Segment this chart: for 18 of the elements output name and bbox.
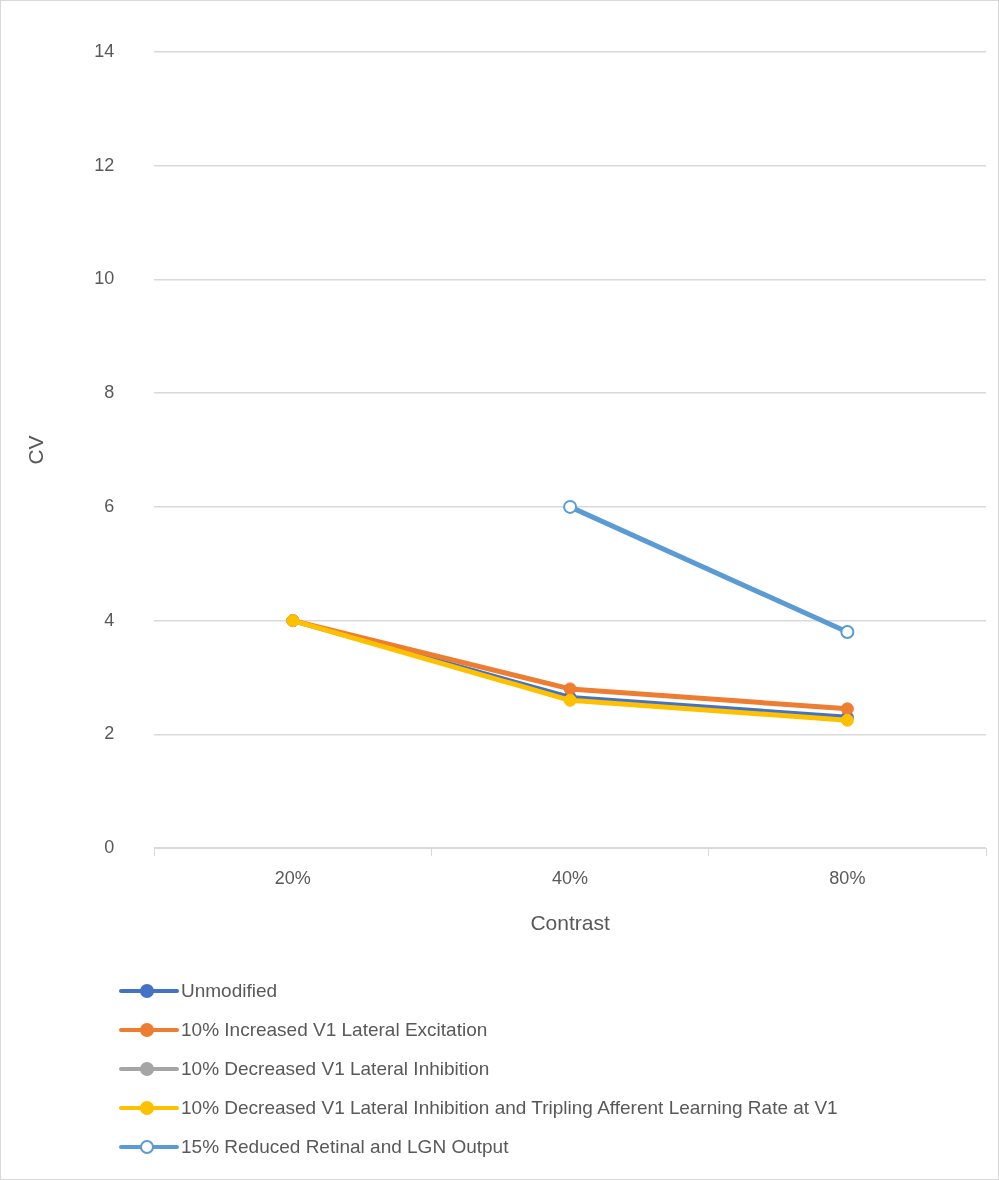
y-tick-label: 6	[104, 495, 115, 516]
x-tick-label: 20%	[274, 867, 311, 888]
y-tick-label: 2	[104, 723, 115, 744]
legend-label: Unmodified	[181, 979, 278, 1002]
y-tick-label: 8	[104, 382, 115, 403]
legend-label: 10% Decreased V1 Lateral Inhibition and Tripling Afferent Learning Rate at V1	[181, 1096, 838, 1119]
y-tick-label: 12	[94, 154, 115, 175]
y-axis-title: CV	[24, 435, 48, 465]
legend-label: 10% Decreased V1 Lateral Inhibition	[181, 1057, 490, 1080]
legend-label: 10% Increased V1 Lateral Excitation	[181, 1018, 488, 1041]
y-tick-label: 4	[104, 609, 115, 630]
legend-label: 15% Reduced Retinal and LGN Output	[181, 1135, 509, 1158]
y-tick-label: 10	[94, 268, 115, 289]
y-tick-label: 0	[104, 837, 115, 858]
x-tick-label: 40%	[552, 867, 589, 888]
x-axis-title: Contrast	[530, 911, 610, 935]
x-tick-label: 80%	[829, 867, 866, 888]
y-tick-label: 14	[94, 40, 115, 61]
